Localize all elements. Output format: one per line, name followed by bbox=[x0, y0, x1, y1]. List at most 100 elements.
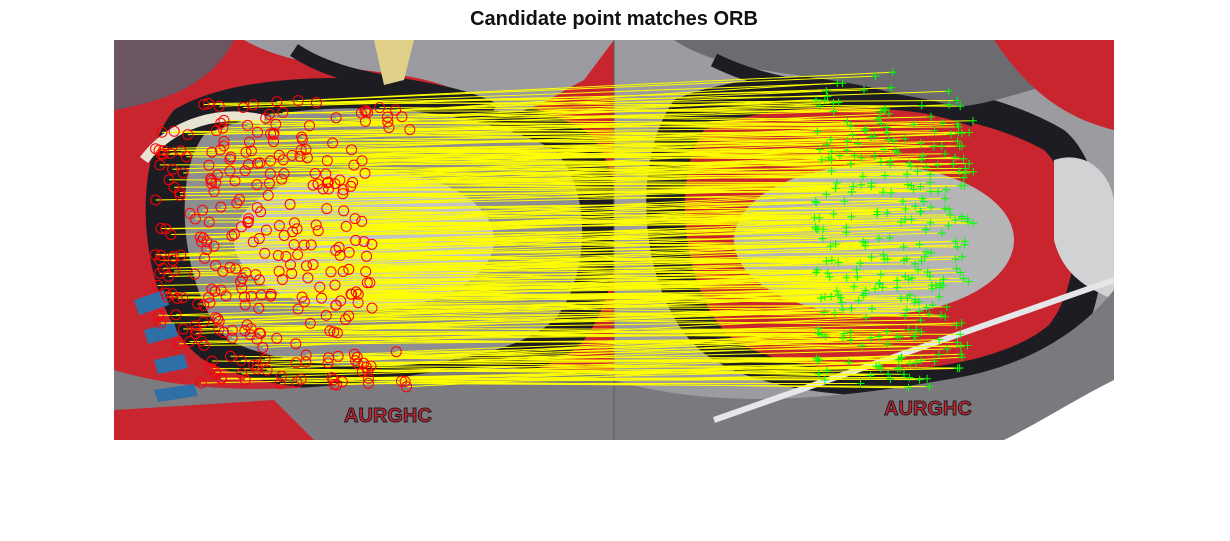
right-keypoint-plus bbox=[831, 184, 840, 193]
right-keypoint-plus bbox=[883, 128, 892, 137]
left-keypoint-circle bbox=[248, 359, 260, 371]
match-line bbox=[405, 381, 909, 389]
match-line bbox=[331, 377, 826, 381]
left-keypoint-circle bbox=[168, 125, 180, 137]
match-line bbox=[216, 104, 950, 132]
left-keypoint-circle bbox=[285, 259, 296, 271]
right-keypoint-plus bbox=[906, 359, 914, 368]
left-keypoint-circle bbox=[268, 136, 279, 147]
right-keypoint-plus bbox=[875, 279, 884, 288]
left-keypoint-circle bbox=[177, 323, 189, 335]
match-line bbox=[225, 276, 830, 297]
left-keypoint-circle bbox=[352, 288, 364, 300]
right-keypoint-plus bbox=[812, 198, 821, 207]
right-keypoint-plus bbox=[922, 248, 931, 256]
match-line bbox=[334, 272, 961, 286]
right-keypoint-plus bbox=[891, 146, 900, 155]
left-keypoint-circle bbox=[321, 203, 333, 215]
match-line bbox=[211, 157, 829, 181]
match-line bbox=[157, 269, 919, 286]
left-keypoint-circle bbox=[239, 325, 251, 337]
left-keypoint-circle bbox=[274, 378, 286, 390]
left-keypoint-circle bbox=[236, 368, 248, 380]
right-keypoint-plus bbox=[883, 327, 892, 336]
left-keypoint-circle bbox=[320, 309, 332, 321]
left-keypoint-circle bbox=[263, 177, 275, 189]
left-blue-stripe-1 bbox=[134, 290, 169, 315]
left-keypoint-circle bbox=[167, 251, 179, 263]
match-line bbox=[256, 184, 836, 189]
match-line bbox=[174, 130, 853, 136]
right-keypoint-plus bbox=[893, 333, 902, 342]
right-keypoint-plus bbox=[883, 340, 892, 349]
right-keypoint-plus bbox=[941, 194, 950, 203]
match-line bbox=[315, 173, 863, 177]
right-keypoint-plus bbox=[963, 341, 972, 350]
right-keypoint-plus bbox=[964, 217, 972, 226]
right-keypoint-plus bbox=[953, 96, 962, 105]
left-blue-stripe-4 bbox=[154, 384, 198, 402]
left-keypoint-circle bbox=[294, 150, 306, 162]
right-keypoint-plus bbox=[957, 129, 966, 138]
match-line bbox=[355, 205, 916, 220]
left-keypoint-circle bbox=[328, 379, 340, 390]
right-keypoint-plus bbox=[862, 313, 871, 322]
right-keypoint-plus bbox=[885, 233, 894, 242]
right-keypoint-plus bbox=[928, 284, 937, 293]
left-keypoint-circle bbox=[295, 373, 307, 385]
left-keypoint-circle bbox=[226, 332, 238, 344]
left-keypoint-circle bbox=[396, 111, 408, 123]
right-keypoint-plus bbox=[919, 197, 928, 206]
right-keypoint-plus bbox=[827, 167, 836, 175]
match-line bbox=[214, 184, 862, 192]
match-line bbox=[371, 243, 958, 248]
right-keypoint-plus bbox=[947, 130, 955, 139]
match-line bbox=[387, 99, 817, 118]
right-keypoint-plus bbox=[923, 268, 932, 277]
match-line bbox=[316, 102, 961, 107]
right-keypoint-plus bbox=[902, 305, 911, 314]
left-keypoint-circle bbox=[255, 206, 267, 218]
right-keypoint-plus bbox=[834, 98, 843, 107]
right-keypoint-plus bbox=[929, 142, 938, 151]
left-keypoint-circle bbox=[374, 102, 386, 113]
right-white-corner bbox=[1004, 380, 1114, 440]
left-keypoint-circle bbox=[196, 335, 207, 347]
right-keypoint-plus bbox=[951, 215, 960, 224]
right-keypoint-plus bbox=[837, 298, 846, 307]
left-keypoint-circle bbox=[262, 189, 274, 201]
right-keypoint-plus bbox=[827, 147, 836, 156]
right-keypoint-plus bbox=[813, 127, 822, 136]
right-keypoint-plus bbox=[843, 117, 852, 126]
match-line bbox=[395, 90, 827, 111]
match-line bbox=[316, 214, 951, 226]
left-keypoint-circle bbox=[217, 122, 229, 134]
left-keypoint-circle bbox=[243, 159, 254, 170]
right-keypoint-plus bbox=[912, 325, 921, 334]
right-keypoint-plus bbox=[861, 286, 870, 295]
right-keypoint-plus bbox=[836, 293, 845, 302]
match-line bbox=[174, 182, 872, 188]
left-keypoint-circle bbox=[298, 239, 310, 251]
left-keypoint-circle bbox=[399, 376, 411, 387]
left-keypoint-circle bbox=[235, 354, 247, 366]
left-keypoint-circle bbox=[205, 177, 217, 189]
left-keypoint-circle bbox=[366, 302, 378, 314]
right-keypoint-plus bbox=[867, 253, 876, 262]
left-keypoint-circle bbox=[165, 229, 177, 240]
left-keypoint-circle bbox=[301, 260, 312, 272]
match-line bbox=[189, 211, 878, 214]
left-keypoint-circle bbox=[203, 159, 215, 171]
left-keypoint-circle bbox=[215, 117, 227, 129]
right-keypoint-plus bbox=[945, 205, 953, 213]
right-keypoint-plus bbox=[964, 277, 973, 286]
match-line bbox=[264, 343, 888, 360]
right-keypoint-plus bbox=[853, 273, 862, 281]
right-keypoint-plus bbox=[951, 237, 960, 246]
right-keypoint-plus bbox=[916, 139, 925, 148]
match-line bbox=[217, 289, 866, 319]
left-keypoint-circle bbox=[304, 120, 315, 132]
left-keypoint-circle bbox=[280, 251, 292, 262]
right-keypoint-plus bbox=[925, 310, 934, 319]
left-keypoint-circle bbox=[240, 146, 252, 158]
